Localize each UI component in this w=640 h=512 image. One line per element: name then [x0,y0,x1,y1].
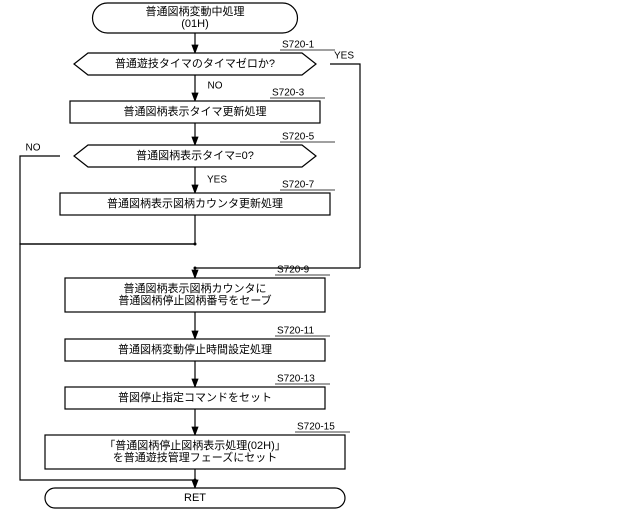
step-label: S720-3 [272,88,305,99]
node-p7: 普通図柄表示図柄カウンタ更新処理 S720-7 [60,180,335,215]
node-p3: 普通図柄表示タイマ更新処理 S720-3 [70,88,325,123]
node-text: 普通図柄表示タイマ=0? [136,148,254,162]
step-label: S720-9 [277,265,310,276]
node-p9: 普通図柄表示図柄カウンタに普通図柄停止図柄番号をセーブ S720-9 [65,265,330,312]
node-text: 普通図柄表示図柄カウンタに [124,281,267,295]
node-p11: 普通図柄変動停止時間設定処理 S720-11 [65,326,330,361]
edge-label: NO [26,143,41,154]
step-label: S720-15 [297,422,335,433]
edge-label: YES [334,51,354,62]
node-text: 普図停止指定コマンドをセット [118,390,272,404]
node-p15: 「普通図柄停止図柄表示処理(02H)」を普通遊技管理フェーズにセット S720-1… [45,422,350,469]
node-start: 普通図柄変動中処理(01H) [93,3,298,33]
edge-label: NO [208,81,223,92]
node-text: RET [184,492,206,504]
step-label: S720-5 [282,132,315,143]
node-d5: 普通図柄表示タイマ=0? S720-5 [74,132,335,167]
node-text: 普通図柄変動中処理 [146,4,245,18]
step-label: S720-13 [277,374,315,385]
merge-dot [194,479,197,482]
node-ret: RET [45,488,345,508]
node-text: 普通図柄表示図柄カウンタ更新処理 [107,196,283,210]
merge-dot [194,267,197,270]
step-label: S720-7 [282,180,315,191]
step-label: S720-11 [277,326,315,337]
merge-dot [194,243,197,246]
flowchart-canvas: NO YES YES NO 普通図柄変動中処理(01H) 普通遊技タイマのタイマゼロか? S… [0,0,640,512]
node-d1: 普通遊技タイマのタイマゼロか? S720-1 [74,40,335,75]
node-text: (01H) [181,18,209,30]
step-label: S720-1 [282,40,315,51]
node-text: 普通遊技タイマのタイマゼロか? [115,56,275,70]
node-text: 普通図柄表示タイマ更新処理 [124,104,267,118]
node-text: 普通図柄停止図柄番号をセーブ [118,293,271,307]
node-text: を普通遊技管理フェーズにセット [113,450,277,464]
edge-label: YES [207,175,227,186]
node-text: 「普通図柄停止図柄表示処理(02H)」 [104,438,286,452]
edge [330,64,360,268]
node-p13: 普図停止指定コマンドをセット S720-13 [65,374,330,409]
node-text: 普通図柄変動停止時間設定処理 [118,342,272,356]
nodes-group: 普通図柄変動中処理(01H) 普通遊技タイマのタイマゼロか? S720-1 普通図柄表… [45,3,350,508]
